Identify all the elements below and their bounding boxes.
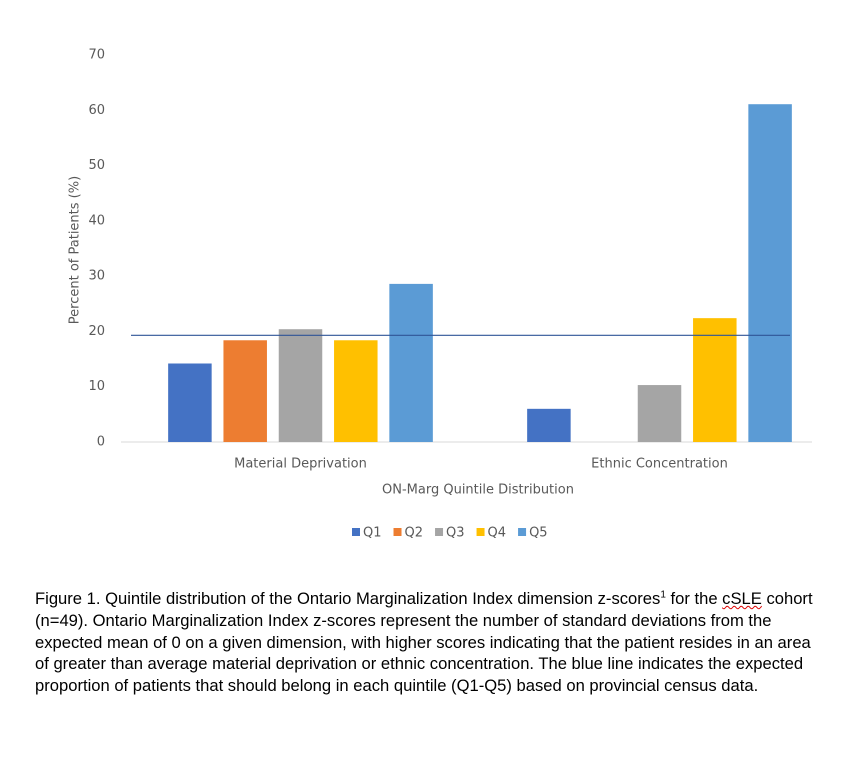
y-tick-label: 10 (88, 379, 105, 394)
legend-swatch (476, 528, 485, 536)
legend-label: Q1 (363, 526, 382, 541)
legend-swatch (435, 528, 444, 536)
legend-label: Q2 (405, 526, 424, 541)
y-tick-label: 40 (88, 213, 105, 228)
y-tick-label: 20 (88, 324, 105, 339)
y-tick-label: 70 (88, 48, 105, 63)
caption-text: for the (665, 589, 723, 608)
y-axis-title: Percent of Patients (%) (68, 176, 83, 324)
legend-swatch (352, 528, 360, 536)
legend-swatch (518, 528, 527, 536)
legend-swatch (393, 528, 402, 536)
superscript: 1 (660, 589, 666, 601)
y-tick-label: 30 (88, 269, 105, 284)
bar (748, 104, 792, 442)
bar (223, 340, 267, 442)
flagged-word: cSLE (722, 589, 762, 608)
y-tick-label: 50 (88, 158, 105, 173)
legend-label: Q3 (446, 526, 465, 541)
bar (278, 329, 323, 442)
y-tick-label: 60 (88, 103, 105, 118)
legend-label: Q4 (488, 526, 507, 541)
bar (527, 408, 571, 442)
bar (637, 385, 682, 442)
bar (693, 318, 737, 442)
chart: Percent of Patients (%) ON-Marg Quintile… (68, 48, 812, 541)
x-tick-label: Ethnic Concentration (591, 457, 728, 472)
x-axis-title: ON-Marg Quintile Distribution (382, 483, 574, 498)
caption: Figure 1. Quintile distribution of the O… (35, 588, 825, 697)
legend-label: Q5 (529, 526, 548, 541)
y-tick-label: 0 (97, 435, 105, 450)
caption-text: cohort (n=49). Ontario Marginalization I… (35, 589, 813, 696)
x-tick-label: Material Deprivation (234, 457, 367, 472)
bar (168, 363, 212, 442)
bar (334, 340, 378, 442)
caption-text: Figure 1. Quintile distribution of the O… (35, 589, 661, 608)
bar (389, 283, 433, 442)
